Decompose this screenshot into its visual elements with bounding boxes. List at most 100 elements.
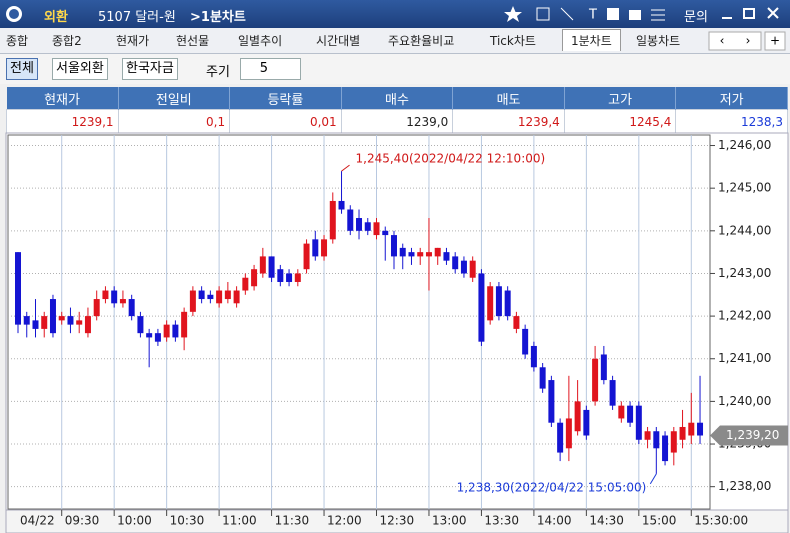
- column-header: 등락률: [229, 87, 342, 110]
- candle-body: [102, 290, 109, 300]
- candle-body: [242, 277, 249, 291]
- column-header: 매수: [341, 87, 454, 110]
- period-input[interactable]: 5: [240, 58, 301, 80]
- tab[interactable]: 시간대별: [316, 34, 361, 48]
- menu[interactable]: 문의: [684, 10, 708, 25]
- svg-text:‹: ‹: [720, 34, 725, 48]
- column-header: 전일비: [118, 87, 231, 110]
- candle-body: [662, 435, 669, 462]
- tab[interactable]: 일봉차트: [636, 34, 681, 48]
- x-tick-label: 15:00: [642, 514, 677, 528]
- quote-value: 1239,0: [340, 109, 454, 134]
- y-tick-label: 1,243,00: [718, 266, 771, 280]
- candle-body: [399, 247, 406, 257]
- quote-value: 1239,1: [6, 109, 119, 134]
- svg-text:+: +: [770, 34, 780, 48]
- candle-body: [548, 380, 555, 423]
- candle-body: [233, 290, 240, 304]
- candle-body: [390, 235, 397, 257]
- candle-body: [583, 409, 590, 436]
- candle-body: [627, 405, 634, 423]
- filter-bar: 전체 서울외환 한국자금 주기 5: [0, 54, 790, 84]
- candle-body: [688, 422, 695, 436]
- chart-name: >1분차트: [190, 10, 246, 25]
- y-tick-label: 1,244,00: [718, 223, 771, 237]
- candle-body: [251, 269, 258, 287]
- tab[interactable]: 종합: [6, 34, 29, 48]
- candle-body: [697, 422, 704, 436]
- tab[interactable]: 현선물: [176, 34, 210, 48]
- tab[interactable]: 종합2: [52, 34, 82, 48]
- column-header: 현재가: [6, 87, 119, 110]
- badge: 외환: [44, 10, 68, 25]
- market-button[interactable]: 서울외환: [52, 58, 108, 80]
- candle-body: [609, 380, 616, 406]
- x-tick-label: 09:30: [65, 514, 100, 528]
- y-tick-label: 1,246,00: [718, 138, 771, 152]
- candle-body: [670, 431, 677, 453]
- candle-body: [338, 200, 345, 210]
- candle-body: [513, 316, 520, 329]
- annotation: 1,238,30(2022/04/22 15:05:00): [457, 480, 647, 494]
- candle-body: [93, 299, 100, 317]
- window-controls[interactable]: [718, 4, 788, 24]
- period-label: 주기: [206, 65, 230, 80]
- candle-body: [224, 290, 231, 300]
- candle-body: [382, 230, 389, 236]
- candle-body: [443, 252, 450, 261]
- tab-scroll[interactable]: ‹ › +: [708, 31, 788, 51]
- app-icon: [6, 6, 22, 22]
- candle-body: [277, 269, 284, 282]
- candle-body: [268, 256, 275, 278]
- tab[interactable]: Tick차트: [490, 34, 536, 48]
- candle-body: [565, 418, 572, 449]
- quote-value: 0,1: [117, 109, 231, 134]
- candle-body: [364, 222, 371, 231]
- candle-body: [216, 290, 223, 304]
- candle-body: [574, 401, 581, 432]
- candle-body: [460, 260, 467, 274]
- toolbar-icons[interactable]: T: [503, 4, 673, 24]
- candle-body: [294, 273, 301, 282]
- candle-body: [321, 239, 328, 257]
- y-tick-label: 1,242,00: [718, 309, 771, 323]
- candle-body: [154, 333, 161, 342]
- x-tick-label: 12:30: [380, 514, 415, 528]
- quote-value: 1238,3: [675, 109, 788, 134]
- tab[interactable]: 일별추이: [238, 34, 283, 48]
- candle-body: [417, 252, 424, 257]
- candle-body: [469, 260, 476, 278]
- screen-name: 5107 달러-원: [98, 10, 176, 25]
- candle-body: [495, 286, 502, 317]
- tab[interactable]: 주요환율비교: [388, 34, 455, 48]
- candle-body: [618, 405, 625, 419]
- annotation-arrow: [341, 164, 350, 172]
- candle-body: [530, 345, 537, 368]
- x-tick-label: 12:00: [327, 514, 362, 528]
- candle-body: [557, 422, 564, 453]
- x-tick-label: 14:30: [589, 514, 624, 528]
- candle-body: [522, 328, 529, 355]
- market-button[interactable]: 한국자금: [122, 58, 178, 80]
- candle-body: [635, 405, 642, 440]
- candle-body: [356, 218, 363, 231]
- tab[interactable]: 현재가: [116, 34, 150, 48]
- quote-table: 현재가 전일비 등락률 매수 매도 고가 저가 1239,1 0,1 0,01 1239,0 1239…: [6, 87, 788, 134]
- candle-body: [504, 290, 511, 317]
- date-label: 04/22: [20, 514, 55, 528]
- x-tick-label: 10:00: [117, 514, 152, 528]
- candle-body: [137, 316, 144, 334]
- tab[interactable]: 1분차트: [562, 29, 621, 51]
- market-button[interactable]: 전체: [6, 58, 38, 80]
- candle-body: [347, 209, 354, 231]
- x-tick-label: 15:30:00: [694, 514, 748, 528]
- candle-body: [539, 367, 546, 389]
- x-tick-label: 11:30: [275, 514, 310, 528]
- candle-body: [172, 324, 179, 338]
- candle-body: [23, 316, 30, 325]
- candle-body: [434, 247, 441, 257]
- x-tick-label: 13:30: [484, 514, 519, 528]
- candle-body: [259, 256, 266, 274]
- candle-body: [189, 290, 196, 312]
